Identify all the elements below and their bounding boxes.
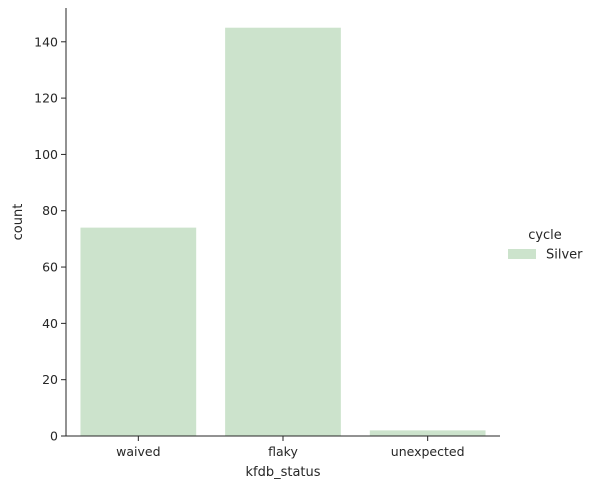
- legend-entries: Silver: [508, 248, 583, 263]
- y-tick-label: 120: [34, 91, 58, 106]
- bars: [80, 27, 486, 437]
- x-axis-label: kfdb_status: [245, 465, 320, 480]
- y-tick-label: 100: [34, 147, 58, 162]
- legend-label: Silver: [546, 248, 583, 263]
- legend: cycle Silver: [508, 228, 583, 263]
- x-tick-label: unexpected: [391, 444, 465, 459]
- x-tick-label: flaky: [268, 444, 298, 459]
- x-tick-label: waived: [116, 444, 160, 459]
- bar-flaky: [225, 27, 341, 437]
- y-tick-label: 80: [42, 203, 58, 218]
- y-axis-ticks: 0 20 40 60 80 100 120 140: [34, 34, 66, 444]
- legend-title: cycle: [528, 228, 562, 243]
- y-tick-label: 140: [34, 34, 58, 49]
- bar-unexpected: [369, 430, 486, 436]
- legend-swatch: [508, 249, 536, 259]
- y-tick-label: 0: [50, 429, 58, 444]
- y-axis-label: count: [11, 204, 26, 241]
- bar-waived: [80, 227, 197, 436]
- y-tick-label: 40: [42, 316, 58, 331]
- y-tick-label: 60: [42, 260, 58, 275]
- x-axis-ticks: waived flaky unexpected: [116, 436, 465, 459]
- y-tick-label: 20: [42, 372, 58, 387]
